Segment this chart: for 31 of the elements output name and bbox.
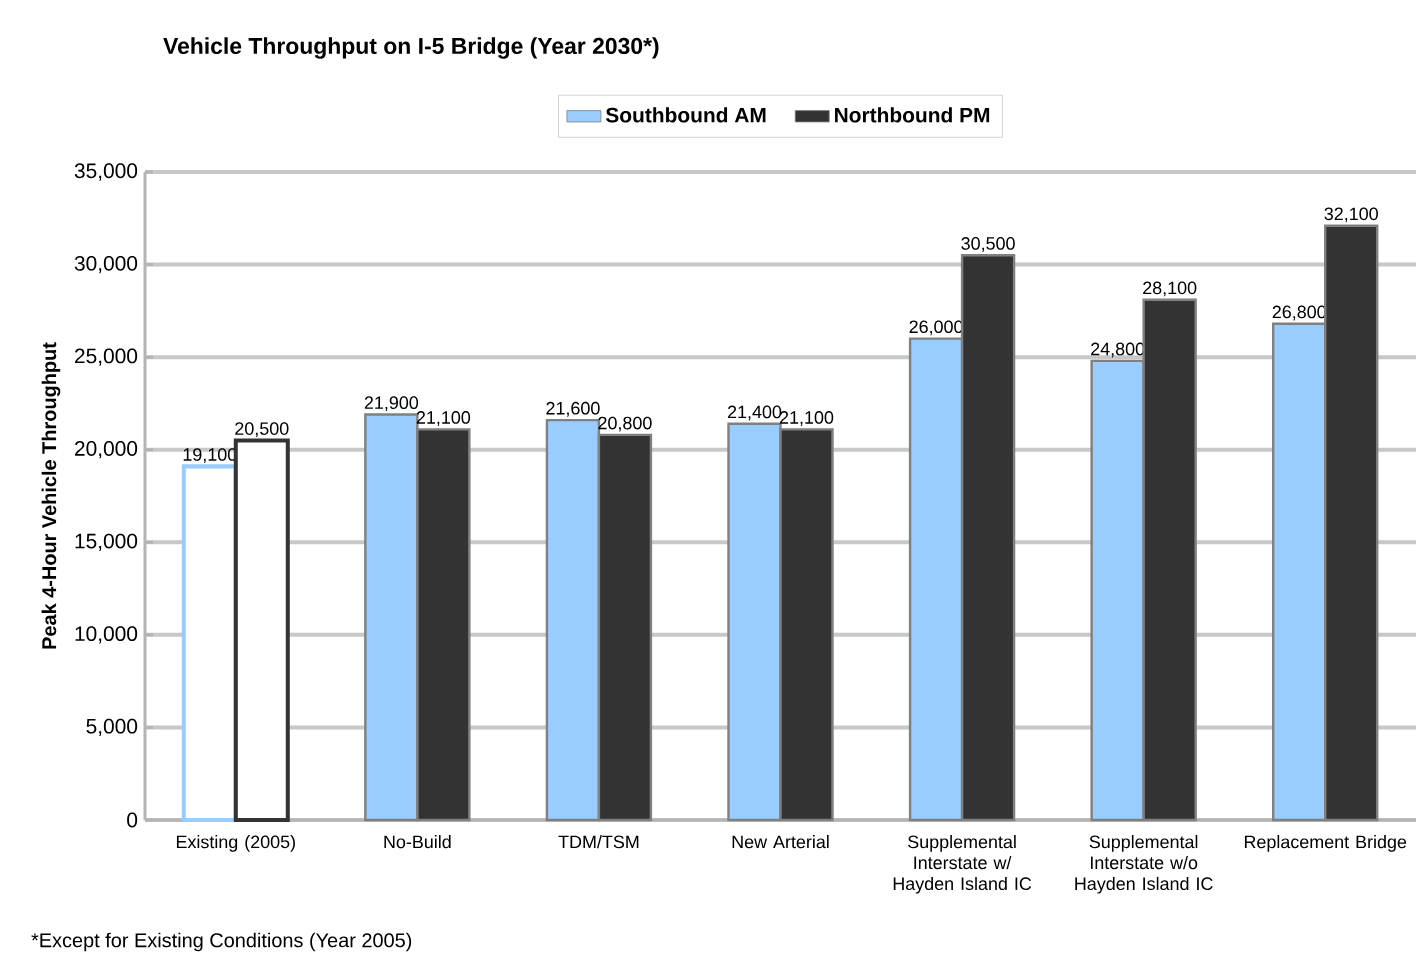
x-tick-label: Existing (2005) [176,835,295,852]
x-tick-label: TDM/TSM [558,835,639,849]
data-label: 21,400 [727,405,782,421]
legend-label: Southbound AM [605,107,766,123]
y-tick-label: 30,000 [74,255,138,274]
data-label: 21,600 [546,401,600,417]
y-tick-label: 35,000 [74,163,138,181]
data-label: 32,100 [1324,207,1378,223]
x-tick-label: Replacement Bridge [1244,835,1407,852]
data-label: 21,100 [416,411,471,426]
data-label: 30,500 [961,237,1015,252]
data-label: 20,500 [235,422,289,438]
data-label: 24,800 [1091,342,1145,358]
y-tick-label: 15,000 [75,533,138,551]
data-label: 20,800 [598,416,652,432]
data-label: 21,100 [779,411,834,426]
y-tick-label: 20,000 [75,441,138,459]
y-tick-label: 5,000 [86,718,138,737]
y-axis-title: Peak 4-Hour Vehicle Throughput [41,342,61,649]
y-tick-label: 0 [127,812,138,828]
legend-label: Northbound PM [835,107,990,123]
chart-title: Vehicle Throughput on I-5 Bridge (Year 2030*) [163,37,659,59]
data-label: 21,900 [364,396,419,412]
data-label: 28,100 [1143,281,1197,297]
x-tick-label: New Arterial [732,835,829,849]
y-tick-label: 25,000 [75,348,138,366]
text: *Except for Existing Conditions (Year 2005) [31,932,412,952]
y-tick-label: 10,000 [75,626,138,644]
x-tick-label: Supplemental Interstate w/o Hayden Island IC [1075,835,1213,894]
x-tick-label: Supplemental Interstate w/ Hayden Island IC [893,835,1032,894]
x-tick-label: No-Build [384,835,451,849]
